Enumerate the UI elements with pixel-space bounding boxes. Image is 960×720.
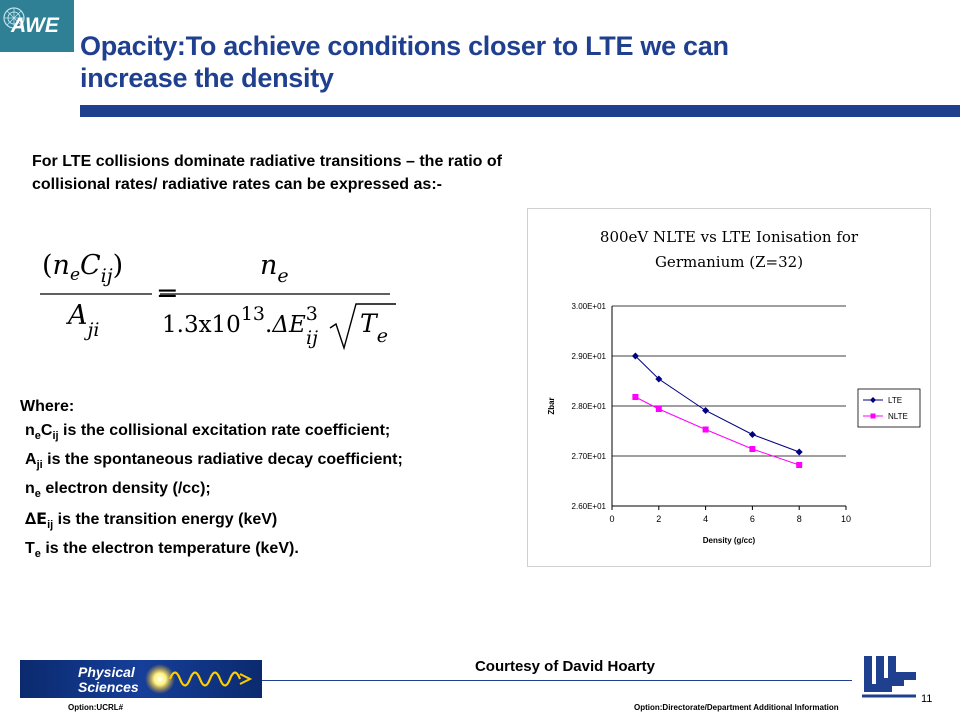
rhs-Te: e [377, 325, 388, 347]
data-point-lte [748, 431, 756, 438]
data-point-nlte [702, 426, 709, 433]
title-line-1: Opacity:To achieve conditions closer to … [80, 31, 729, 61]
data-point-nlte [632, 394, 639, 400]
legend-label-lte: LTE [888, 396, 902, 405]
collision-ratio-formula: (neCij) Aji = ne 1.3x1013.ΔE3 ij Te [28, 238, 408, 362]
x-tick-label: 0 [609, 514, 614, 524]
rhs-dE: ΔE [271, 312, 306, 338]
physical-sciences-logo: Physical Sciences [20, 660, 262, 698]
svg-text:Te: Te [360, 309, 388, 347]
title-line-2: increase the density [80, 63, 334, 93]
lhs-C: C [80, 250, 101, 281]
chart-svg: 800eV NLTE vs LTE Ionisation for Germaniu… [547, 228, 921, 545]
legend-label-nlte: NLTE [888, 412, 908, 421]
y-axis-label: Zbar [547, 397, 556, 414]
data-point-nlte [655, 406, 662, 412]
data-point-lte [655, 375, 663, 383]
logo-line-1: Physical [78, 664, 136, 680]
rhs-n: n [260, 250, 277, 281]
awe-logo: AWE [0, 0, 74, 52]
y-tick-label: 3.00E+01 [572, 302, 607, 311]
series-line-lte [635, 355, 800, 453]
data-point-lte [702, 407, 710, 414]
y-tick-label: 2.70E+01 [572, 452, 607, 461]
x-tick-label: 6 [750, 514, 755, 524]
page-number: 11 [921, 693, 933, 705]
footer-divider [262, 680, 852, 681]
definition-item: Aji is the spontaneous radiative decay c… [25, 451, 403, 472]
data-point-nlte [796, 462, 803, 468]
x-tick-label: 10 [841, 514, 851, 524]
rhs-exp: 13 [241, 303, 265, 325]
svg-text:1.3x1013.ΔE3: 1.3x1013.ΔE3 [162, 303, 318, 338]
footer-left-text: Option:UCRL# [68, 703, 124, 712]
x-axis-label: Density (g/cc) [703, 536, 756, 545]
intro-paragraph: For LTE collisions dominate radiative tr… [32, 153, 502, 193]
footer-right-text: Option:Directorate/Department Additional… [634, 703, 839, 712]
rhs-T: T [360, 309, 379, 338]
svg-text:ne: ne [260, 250, 289, 287]
legend-marker-nlte [870, 413, 876, 419]
logo-line-2: Sciences [78, 679, 139, 695]
y-tick-label: 2.60E+01 [572, 502, 607, 511]
lhs-ji: ji [84, 319, 100, 341]
svg-text:(neCij): (neCij) [42, 250, 123, 287]
x-tick-label: 2 [656, 514, 661, 524]
chart-title-line-2: Germanium (Z=32) [655, 253, 803, 271]
chart-legend [857, 388, 921, 428]
where-heading: Where: [20, 398, 75, 415]
data-point-nlte [749, 446, 756, 452]
definition-item: Te is the electron temperature (keV). [25, 539, 299, 560]
rhs-dot: . [265, 312, 272, 338]
chart-title-line-1: 800eV NLTE vs LTE Ionisation for [600, 228, 859, 246]
definition-item: neCij is the collisional excitation rate… [25, 422, 391, 443]
ionisation-chart: 800eV NLTE vs LTE Ionisation for Germaniu… [527, 208, 931, 567]
legend-marker-lte [870, 397, 876, 403]
definitions-list: Where: neCij is the collisional excitati… [20, 395, 403, 566]
rhs-e: e [277, 265, 288, 287]
rhs-pow: 3 [306, 303, 318, 325]
svg-text:Aji: Aji [65, 300, 99, 341]
x-tick-label: 8 [797, 514, 802, 524]
lhs-ij: ij [101, 265, 113, 287]
definition-item: ne electron density (/cc); [25, 480, 211, 501]
rhs-coef: 1.3x10 [162, 312, 241, 338]
data-point-lte [795, 448, 803, 456]
y-tick-label: 2.80E+01 [572, 402, 607, 411]
page-title: Opacity:To achieve conditions closer to … [80, 30, 940, 94]
lhs-n: n [53, 250, 70, 281]
rhs-ij: ij [306, 327, 318, 349]
data-point-lte [631, 352, 639, 360]
courtesy-credit: Courtesy of David Hoarty [474, 658, 656, 675]
lhs-e: e [70, 265, 80, 285]
x-tick-label: 4 [703, 514, 708, 524]
header-divider [80, 105, 960, 117]
definition-item: ∆Eij is the transition energy (keV) [25, 508, 278, 531]
y-tick-label: 2.90E+01 [572, 352, 607, 361]
lhs-A: A [65, 300, 88, 331]
llnl-logo [858, 654, 920, 700]
awe-logo-text: AWE [10, 14, 60, 37]
